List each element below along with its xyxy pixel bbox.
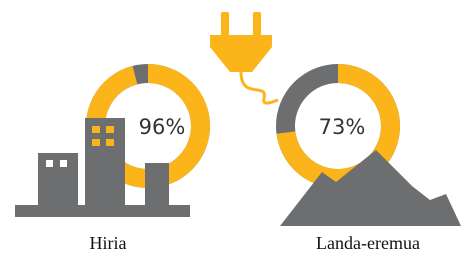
infographic: 96% 73% Hiria Landa-eremua [0,0,461,255]
plug-icon [210,12,278,103]
caption: Landa-eremua [316,233,420,253]
caption: Hiria [90,233,127,253]
percent-label: 73% [319,115,366,139]
percent-label: 96% [139,115,186,139]
